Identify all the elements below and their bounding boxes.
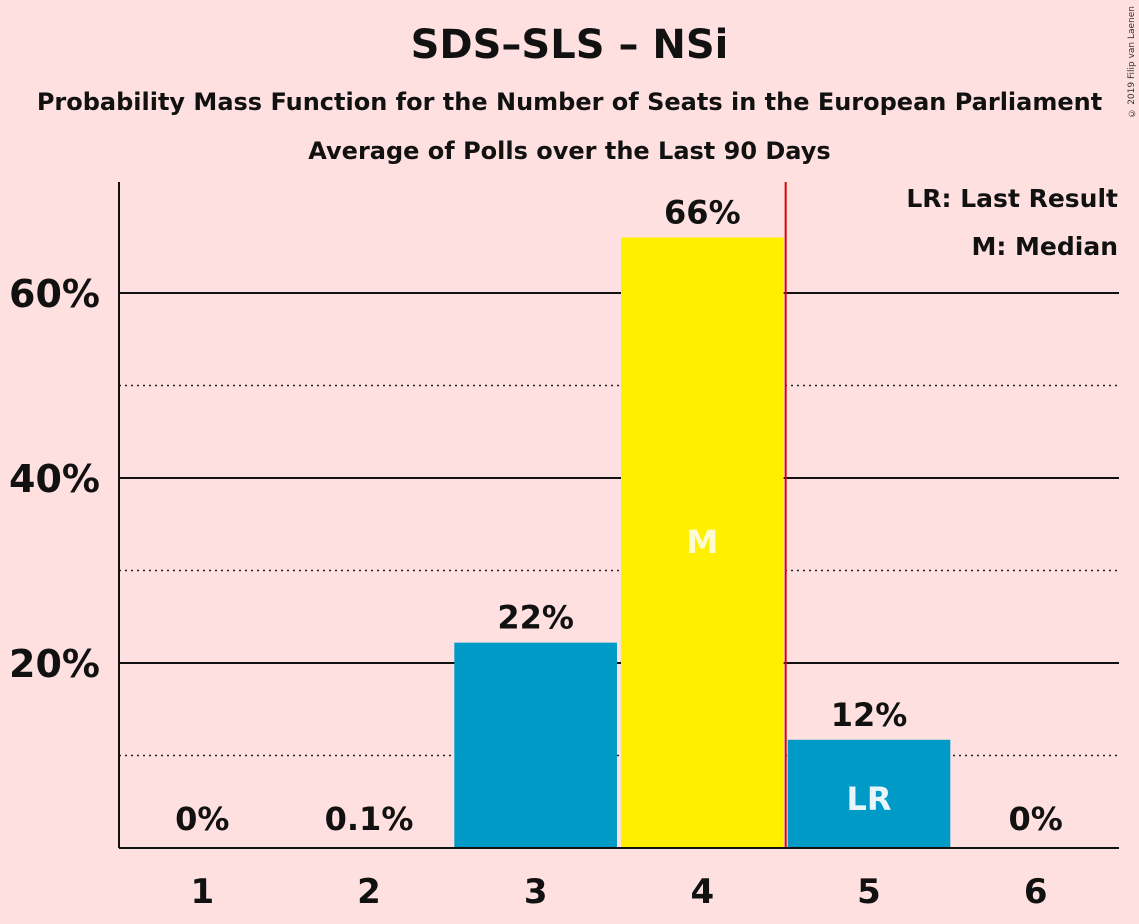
legend-median: M: Median — [971, 232, 1118, 261]
bar-mark-label: M — [686, 523, 718, 561]
x-tick-label: 4 — [690, 872, 714, 912]
x-tick-label: 1 — [190, 872, 214, 912]
y-tick-label: 40% — [9, 457, 100, 501]
bar-value-label: 0% — [175, 800, 229, 838]
x-tick-label: 6 — [1024, 872, 1048, 912]
bar — [454, 642, 617, 848]
bar — [621, 237, 784, 848]
y-tick-label: 20% — [9, 642, 100, 686]
x-tick-label: 3 — [524, 872, 548, 912]
bar-value-label: 0% — [1009, 800, 1063, 838]
legend-last-result: LR: Last Result — [906, 184, 1118, 213]
x-tick-label: 2 — [357, 872, 381, 912]
bar-value-label: 22% — [497, 599, 574, 637]
chart-title: SDS–SLS – NSi — [410, 22, 729, 68]
y-tick-label: 60% — [9, 272, 100, 316]
x-tick-label: 5 — [857, 872, 881, 912]
chart-subtitle: Probability Mass Function for the Number… — [36, 88, 1103, 116]
bar-value-label: 66% — [664, 194, 741, 232]
chart-subtitle-2: Average of Polls over the Last 90 Days — [308, 137, 831, 165]
bar — [787, 739, 951, 848]
bar-value-label: 0.1% — [325, 800, 414, 838]
bar-mark-label: LR — [846, 780, 891, 818]
bar-value-label: 12% — [831, 696, 908, 734]
